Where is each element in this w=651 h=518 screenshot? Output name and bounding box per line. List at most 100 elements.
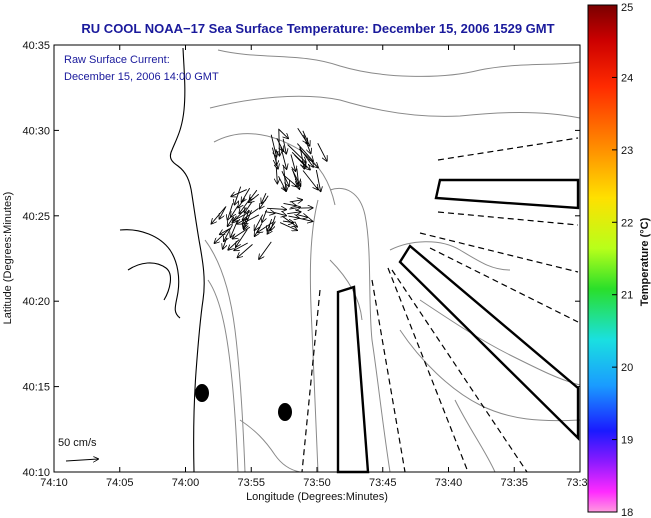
dashed-ray [419,232,579,273]
current-vector [231,189,247,197]
current-vector [238,198,246,207]
coast-line [119,229,181,319]
current-vector [274,213,286,216]
current-vector [315,169,320,191]
current-vector [220,228,230,235]
x-tick-label: 74:00 [172,477,200,489]
contour-line [204,239,246,473]
current-vector [267,221,276,234]
current-vector [276,166,277,184]
y-tick-label: 40:30 [22,125,50,137]
y-axis-label: Latitude (Degrees:Minutes) [2,192,14,325]
buoy-marker [278,403,292,421]
current-vector [270,134,276,157]
x-axis: 74:10 74:05 74:00 73:55 73:50 73:45 73:40 73:35… [40,45,594,489]
dashed-ray [437,211,579,226]
current-vector [267,208,286,209]
current-vector [260,195,269,209]
y-tick-label: 40:15 [22,382,50,394]
colorbar: 25 24 23 22 21 20 19 18 Temperature (°C) [587,2,651,518]
current-vector [215,228,231,243]
current-vector [234,242,248,250]
x-tick-label: 73:55 [237,477,265,489]
contour-line [389,241,511,271]
current-vector [235,186,242,205]
radar-box-east [434,178,580,210]
colorbar-tick-label: 21 [621,290,633,302]
y-tick-label: 40:35 [22,40,50,52]
annotation-line2: December 15, 2006 14:00 GMT [64,71,219,83]
current-vector [297,168,299,184]
current-vector [287,212,300,214]
current-vector [290,154,295,171]
current-vector [245,201,253,213]
current-vector [228,239,240,249]
colorbar-ticks: 25 24 23 22 21 20 19 18 [612,2,633,518]
contour-line [239,419,301,473]
dashed-ray [371,279,406,473]
x-tick-label: 73:40 [435,477,463,489]
contour-line [329,188,391,473]
current-vector [280,146,287,169]
current-vector [289,207,300,209]
current-vector [212,206,226,223]
contour-line [207,279,239,473]
current-vector [281,171,289,186]
x-tick-label: 74:05 [106,477,134,489]
coast-line [169,47,205,473]
dashed-ray [437,137,579,161]
current-vector [258,221,274,232]
contour-line [309,199,319,473]
contour-line [454,399,496,473]
y-axis: 40:35 40:30 40:25 40:20 40:15 40:10 [22,40,580,479]
colorbar-tick-label: 25 [621,2,633,14]
current-vector [243,214,260,223]
current-vector [239,199,250,213]
colorbar-tick-label: 22 [621,217,633,229]
current-vector [243,208,259,219]
coastline [119,47,205,473]
coast-line [127,262,172,301]
x-tick-label: 73:35 [500,477,528,489]
contour-line [209,95,581,119]
current-vector [283,138,286,154]
scale-arrow [65,459,98,461]
colorbar-tick-label: 23 [621,145,633,157]
colorbar-label: Temperature (°C) [639,217,651,306]
colorbar-gradient [587,4,618,513]
dashed-ray [391,269,528,473]
current-vector [298,148,318,167]
current-vector [219,206,227,218]
current-vector [236,229,248,246]
colorbar-tick-label: 19 [621,435,633,447]
current-vectors [212,127,327,259]
annotation-line1: Raw Surface Current: [64,54,170,66]
x-axis-label: Longitude (Degrees:Minutes) [246,491,388,503]
current-vector [262,193,267,203]
dashed-ray [429,247,579,323]
figure-title: RU COOL NOAA−17 Sea Surface Temperature:… [81,21,554,36]
current-vector [224,224,234,241]
current-vector [289,200,302,202]
scale-label: 50 cm/s [58,437,97,449]
current-vector [242,187,251,202]
current-vector [237,217,248,224]
current-vector [297,127,308,143]
colorbar-tick-label: 24 [621,72,633,84]
y-tick-label: 40:10 [22,467,50,479]
current-vector [231,219,239,237]
radar-box-southeast [398,244,580,441]
current-vector [259,241,272,259]
dashed-ray [301,289,321,473]
dashed-ray [387,267,469,473]
x-tick-label: 73:30 [566,477,594,489]
colorbar-tick-label: 20 [621,362,633,374]
current-vector [278,128,288,138]
current-vector [279,222,297,231]
current-vector [264,212,275,214]
map-panel: 50 cm/s Raw Surface Current: December 15… [53,44,581,474]
x-tick-label: 73:45 [369,477,397,489]
buoy-marker [195,384,209,402]
y-tick-label: 40:25 [22,211,50,223]
